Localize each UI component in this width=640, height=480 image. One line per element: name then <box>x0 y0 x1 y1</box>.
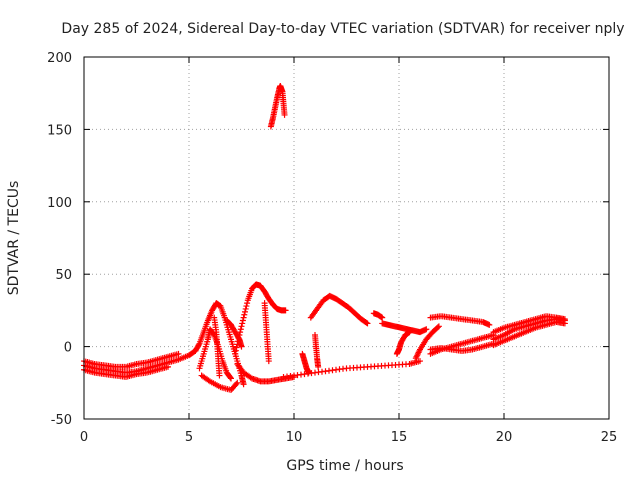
data-point <box>240 381 247 388</box>
series-spike <box>267 82 288 130</box>
data-point <box>315 363 322 370</box>
y-tick-label: 50 <box>55 268 72 283</box>
y-ticks: -50 0 50 100 150 200 <box>47 51 609 428</box>
data-point <box>234 341 241 348</box>
series-arc-12h <box>307 292 430 336</box>
series-evening-band <box>280 313 497 381</box>
series-loop-6h <box>192 300 247 394</box>
plot-frame <box>83 56 610 420</box>
x-tick-label: 15 <box>391 430 408 445</box>
x-tick-label: 0 <box>80 430 88 445</box>
data-point <box>265 358 272 365</box>
data-point <box>434 324 441 331</box>
data-point <box>232 350 239 357</box>
data-point <box>281 111 288 118</box>
y-tick-label: 150 <box>47 123 72 138</box>
data-point <box>233 381 240 388</box>
grid <box>84 57 609 419</box>
data-point <box>227 374 234 381</box>
data-point <box>233 344 240 351</box>
data-point <box>195 341 202 348</box>
y-axis-label: SDTVAR / TECUs <box>6 181 22 296</box>
x-ticks: 0 5 10 15 20 25 <box>80 57 617 445</box>
data-point <box>242 305 249 312</box>
data-point <box>232 347 239 354</box>
data-point <box>235 338 241 345</box>
data-point <box>239 317 246 324</box>
series-baseline-band <box>81 347 199 381</box>
data-point <box>486 321 493 328</box>
chart-title: Day 285 of 2024, Sidereal Day-to-day VTE… <box>61 21 624 37</box>
data-point <box>234 379 241 386</box>
data-point <box>238 343 245 350</box>
x-tick-label: 5 <box>185 430 193 445</box>
data-point <box>236 332 243 339</box>
data-point <box>216 372 223 379</box>
data-point <box>435 323 442 330</box>
x-tick-label: 20 <box>496 430 513 445</box>
data-point <box>423 326 430 333</box>
data-point <box>239 320 246 327</box>
data-point <box>243 303 250 310</box>
data-point <box>237 329 244 336</box>
data-point <box>364 320 371 327</box>
data-point <box>235 335 242 342</box>
y-tick-label: 100 <box>47 196 72 211</box>
y-tick-label: 0 <box>64 341 72 356</box>
data-point <box>242 308 248 315</box>
data-point <box>241 311 248 318</box>
data-point <box>228 375 234 382</box>
data-point <box>244 300 251 307</box>
data-point <box>175 350 182 357</box>
data-point <box>238 323 245 330</box>
x-tick-label: 10 <box>286 430 303 445</box>
data-point <box>240 314 247 321</box>
data-point <box>406 329 413 336</box>
data-point <box>237 326 244 333</box>
data-point <box>417 358 423 365</box>
series-night-band <box>490 313 568 349</box>
data-point <box>282 307 289 314</box>
x-tick-label: 25 <box>601 430 618 445</box>
data-point <box>165 363 171 370</box>
y-tick-label: 200 <box>47 51 72 66</box>
series-arc-8h <box>232 281 322 385</box>
data-point <box>379 314 386 321</box>
data-point <box>363 319 370 326</box>
x-axis-label: GPS time / hours <box>286 458 403 474</box>
y-tick-label: -50 <box>51 413 72 428</box>
data-point <box>561 316 568 323</box>
